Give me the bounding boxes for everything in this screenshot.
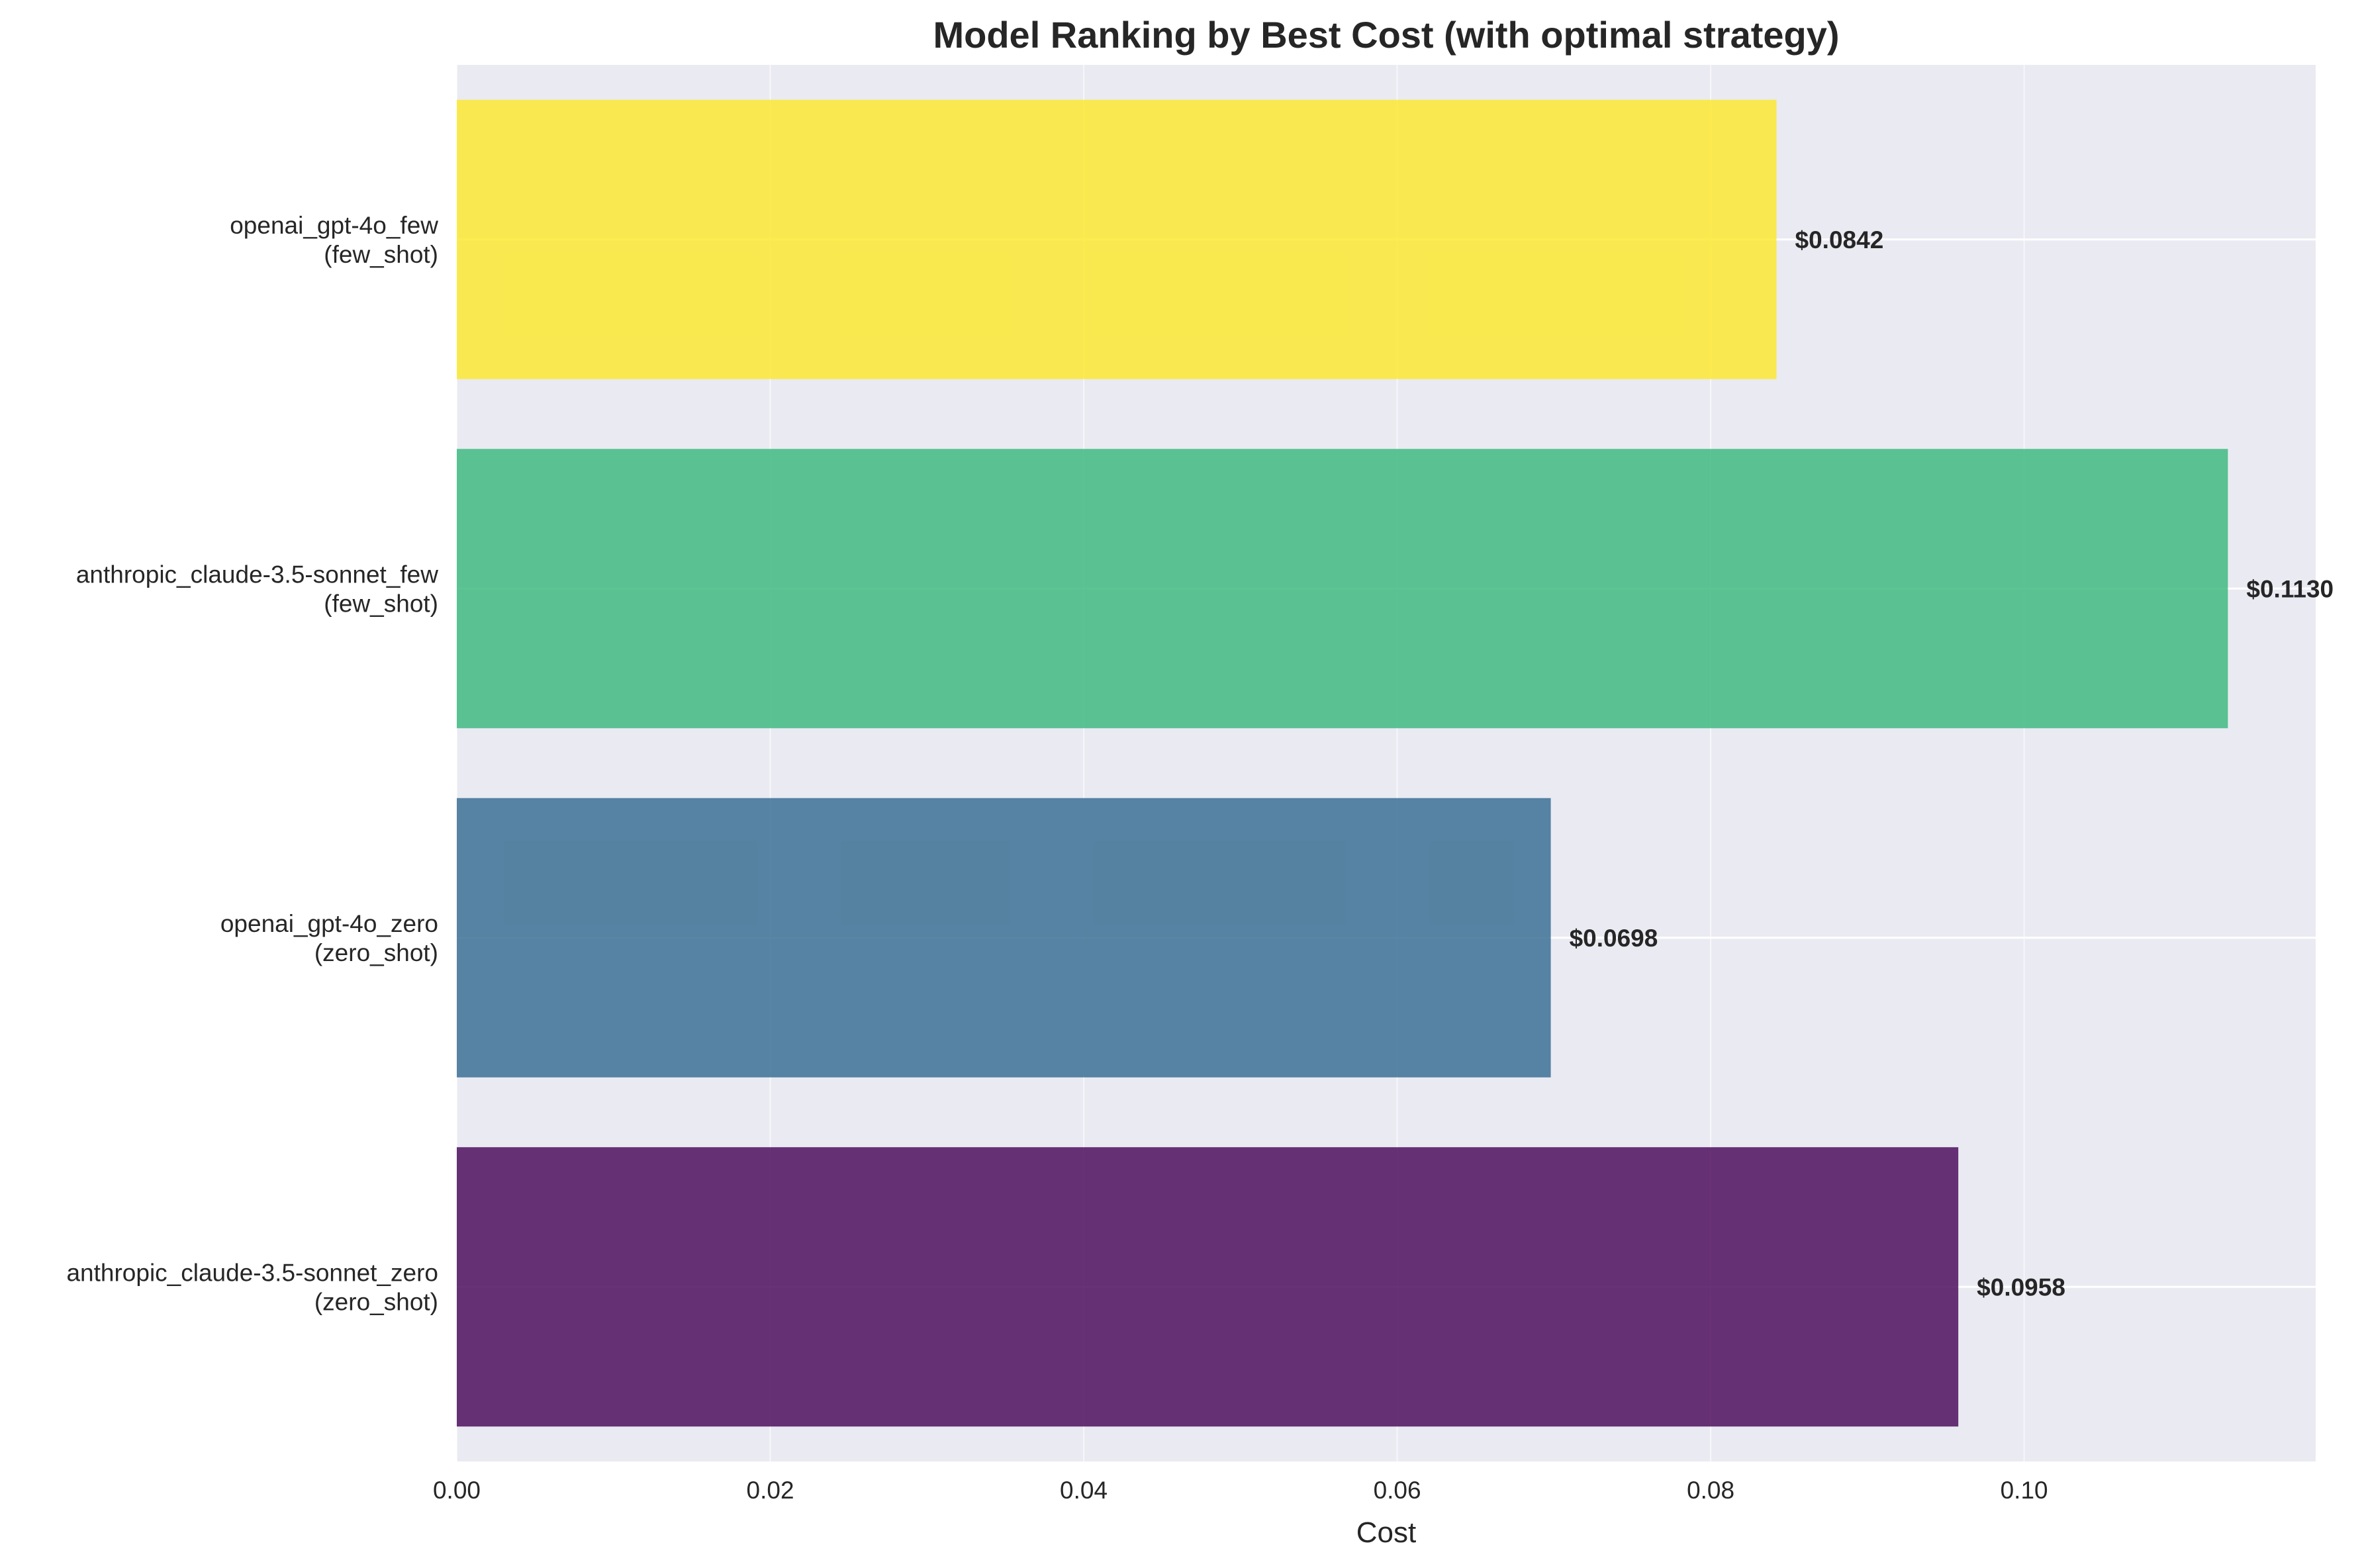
x-tick-label: 0.04 bbox=[1060, 1477, 1108, 1504]
bar-value-label: $0.0698 bbox=[1570, 925, 1658, 952]
y-tick-label: anthropic_claude-3.5-sonnet_zero bbox=[66, 1259, 438, 1286]
x-tick-labels: 0.00 0.02 0.04 0.06 0.08 0.10 bbox=[433, 1477, 2048, 1504]
bar bbox=[457, 1147, 1959, 1427]
x-tick-label: 0.10 bbox=[2001, 1477, 2048, 1504]
bar-value-label: $0.0842 bbox=[1795, 226, 1884, 254]
x-tick-label: 0.08 bbox=[1687, 1477, 1734, 1504]
bar-value-label: $0.0958 bbox=[1977, 1273, 2065, 1301]
x-tick-label: 0.06 bbox=[1374, 1477, 1421, 1504]
y-tick-label: openai_gpt-4o_zero bbox=[220, 910, 438, 937]
y-tick-label: (few_shot) bbox=[324, 590, 438, 617]
y-tick-labels: anthropic_claude-3.5-sonnet_zero(zero_sh… bbox=[66, 212, 438, 1316]
y-tick-label: (zero_shot) bbox=[314, 939, 438, 966]
y-tick-label: anthropic_claude-3.5-sonnet_few bbox=[76, 561, 438, 588]
x-tick-label: 0.02 bbox=[747, 1477, 794, 1504]
bars bbox=[457, 99, 2228, 1427]
x-axis-label: Cost bbox=[1356, 1516, 1416, 1549]
y-tick-label: openai_gpt-4o_few bbox=[230, 212, 438, 239]
bar bbox=[457, 798, 1551, 1078]
data-labels: $0.0958 $0.0698 $0.1130 $0.0842 bbox=[1570, 226, 2334, 1301]
chart-title: Model Ranking by Best Cost (with optimal… bbox=[933, 14, 1839, 56]
bar bbox=[457, 449, 2228, 729]
y-tick-label: (few_shot) bbox=[324, 241, 438, 268]
bar-value-label: $0.1130 bbox=[2246, 575, 2334, 602]
y-tick-label: (zero_shot) bbox=[314, 1288, 438, 1315]
x-tick-label: 0.00 bbox=[433, 1477, 481, 1504]
bar bbox=[457, 99, 1777, 379]
